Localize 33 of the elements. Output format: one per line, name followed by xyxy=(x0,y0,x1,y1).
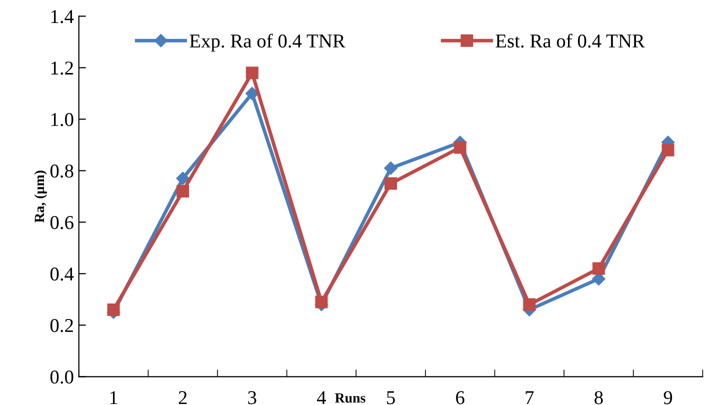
point xyxy=(176,185,190,198)
x-tick-label: 5 xyxy=(387,391,395,404)
y-tick-label: 0.4 xyxy=(50,267,74,281)
y-tick-label: 0.0 xyxy=(50,370,74,384)
y-tick-label: 0.6 xyxy=(50,216,74,230)
point xyxy=(176,172,190,185)
legend-label: Exp. Ra of 0.4 TNR xyxy=(190,34,346,52)
y-tick-label: 0.8 xyxy=(50,164,74,178)
point xyxy=(384,162,398,175)
point xyxy=(246,66,258,80)
y-tick-label: 1.2 xyxy=(51,62,73,75)
point xyxy=(662,144,674,156)
x-tick-label: 9 xyxy=(664,391,672,404)
x-axis-title: Runs xyxy=(335,393,366,403)
point xyxy=(384,177,398,190)
legend-label: Est. Ra of 0.4 TNR xyxy=(496,34,645,48)
x-tick-label: 7 xyxy=(526,391,534,404)
point xyxy=(246,86,259,100)
x-tick-label: 1 xyxy=(110,391,118,404)
point xyxy=(107,303,120,316)
x-tick-label: 2 xyxy=(178,391,187,404)
point xyxy=(454,141,466,154)
y-tick-label: 1.4 xyxy=(51,10,74,24)
point xyxy=(592,262,605,275)
x-tick-label: 4 xyxy=(316,391,326,404)
point xyxy=(523,298,536,311)
x-tick-label: 8 xyxy=(594,391,603,404)
x-tick-label: 6 xyxy=(456,391,464,404)
y-axis-title: Ra, (µm) xyxy=(34,170,47,223)
x-tick-label: 3 xyxy=(248,391,256,404)
point xyxy=(315,296,328,308)
y-tick-label: 1.0 xyxy=(51,113,74,126)
y-tick-label: 0.2 xyxy=(50,318,73,332)
